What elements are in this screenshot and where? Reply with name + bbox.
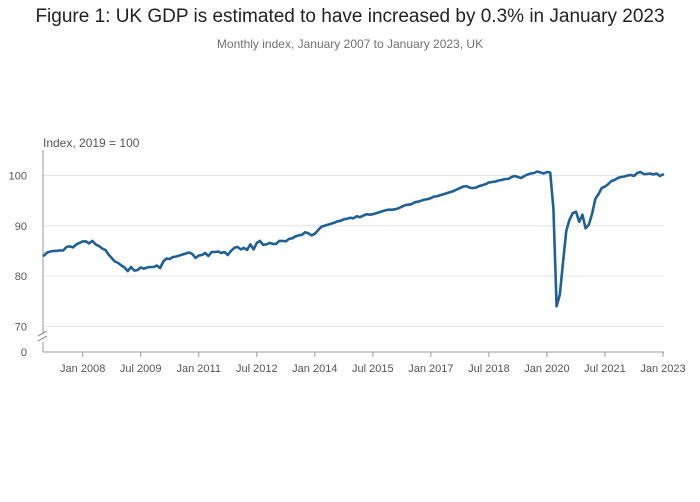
y-tick-label: 80 [15,271,27,283]
x-tick-labels: Jan 2008 Jul 2009 Jan 2011 Jul 2012 Jan 2014… [60,352,686,375]
x-tick-label: Jan 2008 [60,363,105,375]
x-tick-label: Jul 2009 [120,363,162,375]
x-tick-label: Jul 2018 [468,363,510,375]
x-tick-label: Jul 2015 [352,363,394,375]
x-tick-label: Jan 2017 [408,363,453,375]
y-tick-labels: 100 90 80 70 0 [9,171,27,360]
x-tick-label: Jan 2020 [524,363,569,375]
y-tick-label: 100 [9,171,27,183]
y-tick-label: 0 [21,347,27,359]
gridlines [43,175,664,327]
x-tick-label: Jan 2023 [640,363,685,375]
axis-break-mark [37,330,48,342]
y-tick-label: 90 [15,221,27,233]
x-tick-label: Jul 2012 [236,363,278,375]
x-tick-label: Jul 2021 [584,363,626,375]
series-group [42,170,665,308]
chart-subtitle: Monthly index, January 2007 to January 2… [216,37,484,51]
y-tick-label: 70 [15,321,27,333]
y-axis-label: Index, 2019 = 100 [43,136,140,150]
series-line [42,170,665,308]
x-tick-label: Jan 2014 [292,363,337,375]
x-tick-label: Jan 2011 [177,363,221,375]
axes [37,150,664,353]
chart-title: Figure 1: UK GDP is estimated to have in… [35,6,665,27]
